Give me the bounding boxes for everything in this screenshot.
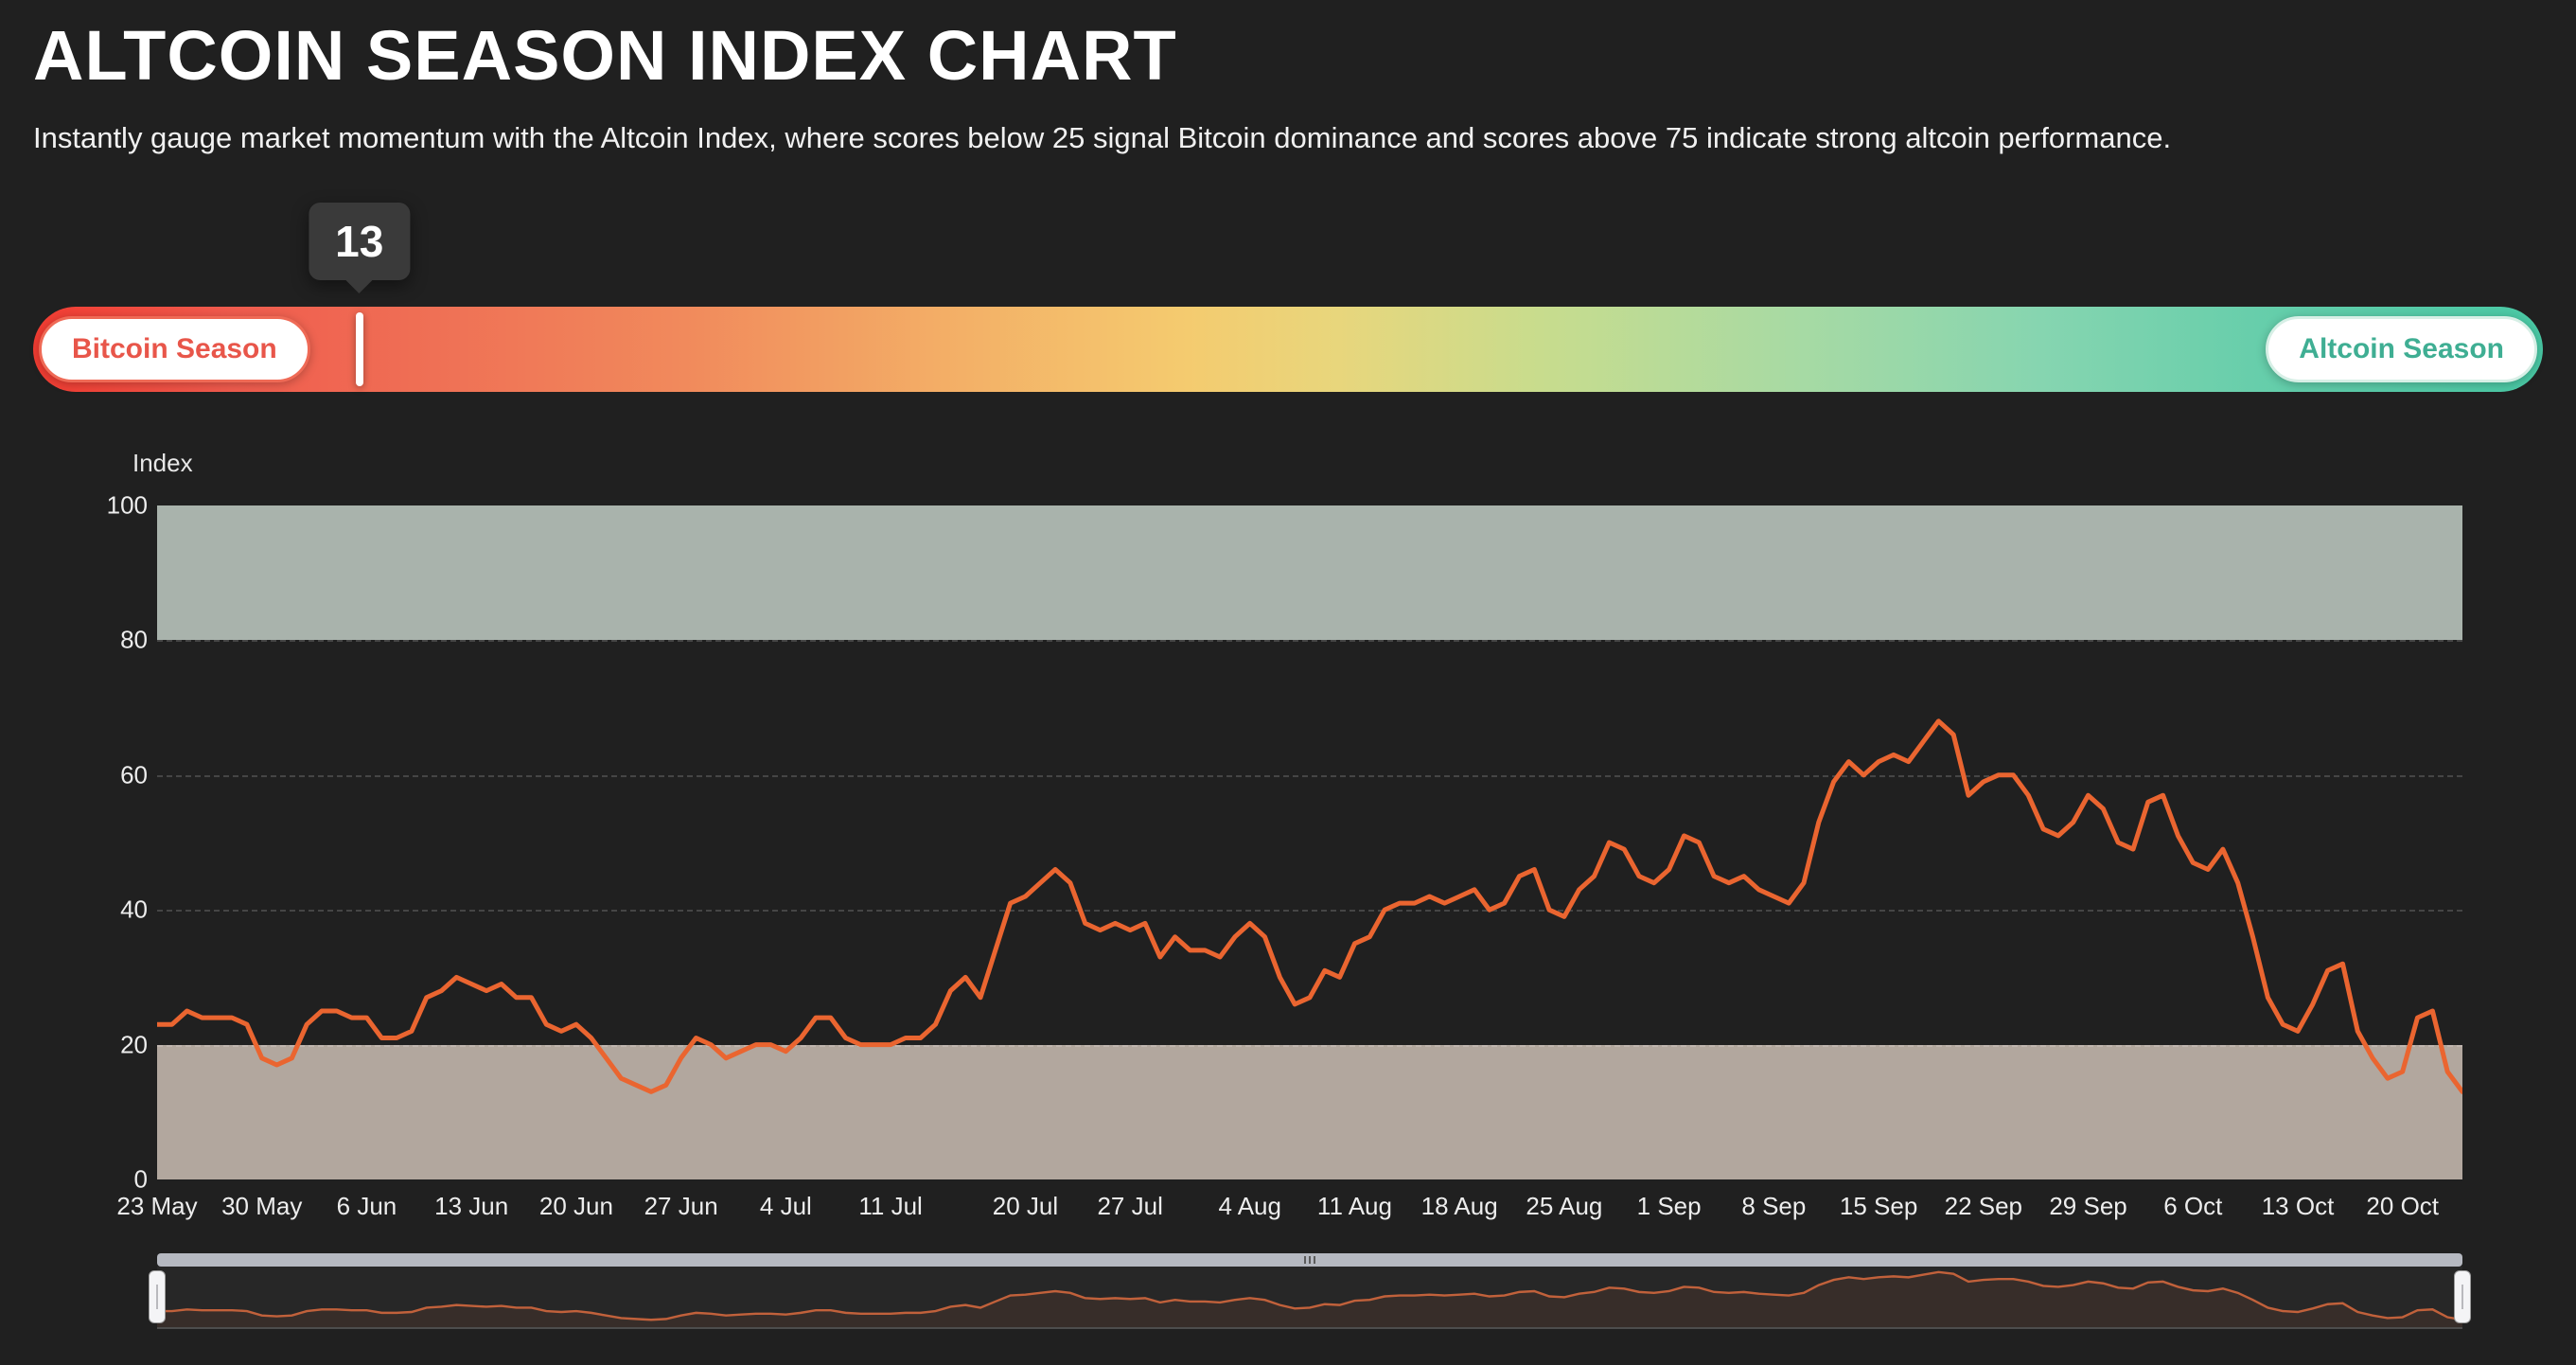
x-tick-label: 22 Sep [1944, 1192, 2023, 1220]
y-tick-label: 0 [133, 1164, 148, 1194]
y-tick-label: 40 [120, 895, 148, 924]
x-tick-label: 13 Oct [2261, 1192, 2335, 1220]
navigator-mini-series [157, 1270, 2462, 1327]
x-tick-label: 27 Jul [1097, 1192, 1163, 1220]
page-subtitle: Instantly gauge market momentum with the… [33, 121, 2172, 154]
x-tick-label: 20 Jun [538, 1192, 613, 1220]
x-tick-label: 29 Sep [2049, 1192, 2127, 1220]
x-tick-label: 4 Aug [1218, 1192, 1281, 1220]
index-line-chart [157, 718, 2462, 1094]
x-tick-label: 25 Aug [1526, 1192, 1603, 1220]
navigator-right-handle[interactable] [2454, 1270, 2471, 1323]
x-tick-label: 20 Oct [2366, 1192, 2440, 1220]
gauge-value-tooltip: 13 [309, 203, 411, 280]
plot-area[interactable] [157, 505, 2462, 1179]
y-tick-label: 80 [120, 625, 148, 654]
scrollbar-grip-icon [1304, 1256, 1315, 1264]
band-0-20 [157, 1044, 2462, 1179]
gauge-value: 13 [335, 217, 384, 266]
x-tick-label: 23 May [116, 1192, 198, 1220]
y-tick-label: 100 [106, 490, 148, 520]
gridline-60 [157, 774, 2462, 777]
page-title: ALTCOIN SEASON INDEX CHART [33, 16, 1177, 95]
x-tick-label: 6 Jun [336, 1192, 397, 1220]
index-line-series [157, 718, 2462, 1094]
gridline-20 [157, 1044, 2462, 1047]
x-tick-label: 11 Jul [858, 1192, 923, 1220]
x-tick-label: 27 Jun [644, 1192, 718, 1220]
season-gradient-bar[interactable]: Bitcoin Season Altcoin Season [33, 307, 2543, 392]
x-tick-label: 20 Jul [992, 1192, 1059, 1220]
gridline-80 [157, 640, 2462, 643]
navigator-area-fill [157, 1271, 2462, 1327]
x-tick-label: 13 Jun [434, 1192, 509, 1220]
x-tick-label: 1 Sep [1636, 1192, 1702, 1220]
x-tick-label: 6 Oct [2163, 1192, 2223, 1220]
altcoin-season-button[interactable]: Altcoin Season [2266, 316, 2537, 382]
x-tick-label: 8 Sep [1741, 1192, 1807, 1220]
y-axis-tick-labels: 0 20 40 60 80 100 [66, 491, 148, 1194]
navigator-mini-chart[interactable] [149, 1267, 2471, 1329]
threshold-bands [157, 505, 2462, 1179]
gridlines [157, 505, 2462, 1179]
x-tick-label: 30 May [221, 1192, 303, 1220]
gauge-marker [355, 312, 363, 386]
bitcoin-season-button[interactable]: Bitcoin Season [39, 316, 310, 382]
x-tick-label: 11 Aug [1316, 1192, 1392, 1220]
range-navigator[interactable] [149, 1253, 2471, 1333]
navigator-left-handle[interactable] [149, 1270, 166, 1323]
y-axis-title: Index [132, 449, 193, 477]
x-tick-label: 15 Sep [1839, 1192, 1918, 1220]
gridline-40 [157, 910, 2462, 913]
y-tick-label: 20 [120, 1030, 148, 1059]
y-tick-label: 60 [120, 760, 148, 789]
navigator-line [157, 1270, 2462, 1321]
x-axis-tick-labels: 23 May 30 May 6 Jun 13 Jun 20 Jun 27 Jun 4 Jul… [116, 1192, 2462, 1226]
x-tick-label: 18 Aug [1420, 1192, 1498, 1220]
band-80-100 [157, 505, 2462, 641]
navigator-scrollbar[interactable] [157, 1253, 2462, 1267]
x-tick-label: 4 Jul [759, 1192, 812, 1220]
